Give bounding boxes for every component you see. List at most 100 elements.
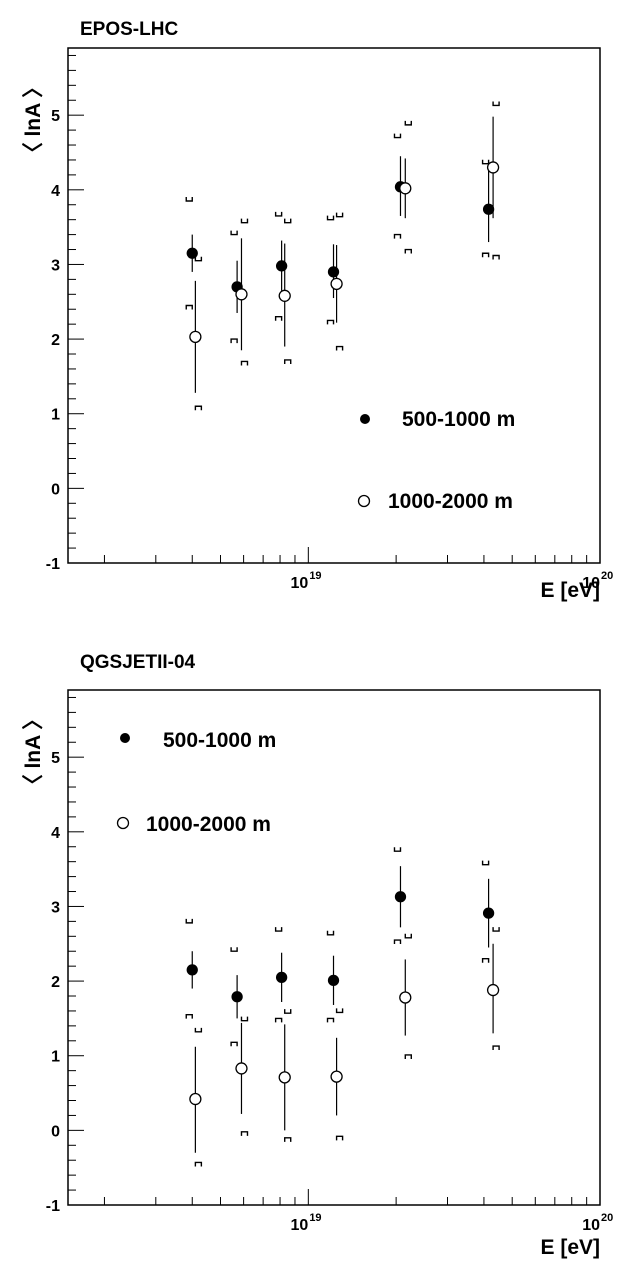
sys-bracket-high — [481, 159, 490, 165]
panel-title: EPOS-LHC — [80, 19, 178, 40]
sys-bracket-low — [284, 359, 292, 364]
y-tick-label: 3 — [51, 899, 60, 916]
sys-bracket-low — [326, 319, 335, 325]
data-point-1000-2000 — [330, 1070, 343, 1083]
legend-marker-open — [116, 816, 130, 830]
sys-bracket-low — [274, 315, 283, 321]
data-point-1000-2000 — [189, 330, 202, 343]
sys-bracket-low — [492, 254, 500, 260]
y-tick-label: 2 — [51, 974, 60, 991]
x-tick-label-exponent: 20 — [601, 570, 613, 582]
plot-frame — [67, 689, 601, 1206]
y-axis-label: 〈 lnA 〉 — [21, 77, 45, 164]
x-tick-label: 10 — [291, 575, 309, 592]
sys-bracket-high — [194, 256, 203, 262]
sys-bracket-low — [284, 1137, 292, 1142]
y-tick-label: 4 — [51, 825, 60, 842]
sys-bracket-high — [194, 1027, 203, 1033]
data-point-500-1000 — [394, 891, 407, 903]
sys-bracket-high — [335, 1008, 344, 1014]
data-point-1000-2000 — [278, 1071, 291, 1084]
sys-bracket-high — [274, 927, 283, 932]
sys-bracket-low — [335, 1135, 344, 1141]
sys-bracket-low — [230, 338, 238, 344]
legend: 500-1000 m 1000-2000 m — [116, 729, 276, 836]
sys-bracket-low — [194, 405, 203, 411]
sys-bracket-high — [326, 215, 335, 221]
sys-bracket-high — [230, 230, 238, 236]
y-tick-label: 4 — [51, 183, 60, 200]
sys-bracket-high — [404, 933, 412, 939]
y-tick-label: -1 — [46, 556, 60, 573]
y-tick-label: 0 — [51, 481, 60, 498]
sys-bracket-low — [185, 1013, 193, 1019]
x-tick-label-exponent: 19 — [309, 570, 321, 582]
sys-bracket-high — [240, 218, 249, 224]
data-point-1000-2000 — [235, 288, 248, 301]
x-tick-label: 10 — [582, 1217, 600, 1234]
data-point-500-1000 — [186, 964, 198, 976]
data-point-1000-2000 — [486, 983, 500, 997]
legend-label-500-1000: 500-1000 m — [402, 408, 515, 431]
sys-bracket-low — [240, 360, 249, 366]
data-point-1000-2000 — [399, 182, 412, 195]
sys-bracket-low — [393, 233, 402, 239]
y-tick-label: 1 — [51, 1049, 60, 1066]
y-tick-label: 5 — [51, 750, 60, 767]
sys-bracket-low — [393, 939, 402, 945]
y-tick-label: 3 — [51, 257, 60, 274]
x-tick-label-exponent: 19 — [309, 1212, 321, 1224]
data-point-1000-2000 — [486, 161, 500, 174]
x-tick-label: 10 — [582, 575, 600, 592]
legend-label-1000-2000: 1000-2000 m — [388, 490, 513, 513]
sys-bracket-low — [404, 1054, 412, 1059]
x-tick-label: 10 — [291, 1217, 309, 1234]
x-axis-label: E [eV] — [540, 1236, 600, 1259]
axis-ticks — [68, 696, 588, 1206]
sys-bracket-high — [284, 1009, 292, 1014]
sys-bracket-high — [404, 120, 412, 126]
legend: 500-1000 m 1000-2000 m — [357, 408, 515, 513]
sys-bracket-low — [481, 252, 490, 258]
legend-marker-open — [357, 494, 371, 508]
sys-bracket-low — [492, 1045, 500, 1051]
legend-marker-filled — [120, 733, 130, 743]
data-point-500-1000 — [275, 971, 288, 984]
data-point-500-1000 — [231, 991, 243, 1003]
sys-bracket-low — [194, 1161, 203, 1167]
sys-bracket-high — [492, 101, 500, 107]
sys-bracket-low — [240, 1131, 249, 1136]
data-point-1000-2000 — [399, 991, 412, 1004]
sys-bracket-high — [481, 860, 490, 866]
data-point-500-1000 — [482, 203, 495, 215]
sys-bracket-high — [240, 1016, 249, 1022]
sys-bracket-low — [326, 1017, 335, 1023]
data-point-500-1000 — [327, 974, 340, 986]
sys-bracket-high — [274, 211, 283, 217]
panel-title: QGSJETII-04 — [80, 652, 196, 673]
sys-bracket-low — [481, 957, 490, 963]
data-point-500-1000 — [186, 247, 198, 259]
legend-label-1000-2000: 1000-2000 m — [146, 813, 271, 836]
y-tick-label: 5 — [51, 108, 60, 125]
sys-bracket-high — [393, 133, 402, 139]
y-tick-label: -1 — [46, 1198, 60, 1215]
x-axis-label: E [eV] — [540, 579, 600, 602]
data-point-1000-2000 — [189, 1092, 202, 1106]
sys-bracket-high — [185, 918, 193, 924]
data-point-1000-2000 — [330, 277, 343, 291]
sys-bracket-low — [274, 1017, 283, 1023]
legend-label-500-1000: 500-1000 m — [163, 729, 276, 752]
sys-bracket-high — [230, 947, 238, 952]
data-point-500-1000 — [482, 907, 495, 919]
sys-bracket-low — [185, 304, 193, 310]
data-point-1000-2000 — [278, 289, 291, 302]
y-tick-label: 1 — [51, 407, 60, 424]
sys-bracket-high — [393, 847, 402, 852]
sys-bracket-low — [404, 248, 412, 254]
sys-bracket-high — [326, 930, 335, 936]
sys-bracket-high — [335, 212, 344, 218]
